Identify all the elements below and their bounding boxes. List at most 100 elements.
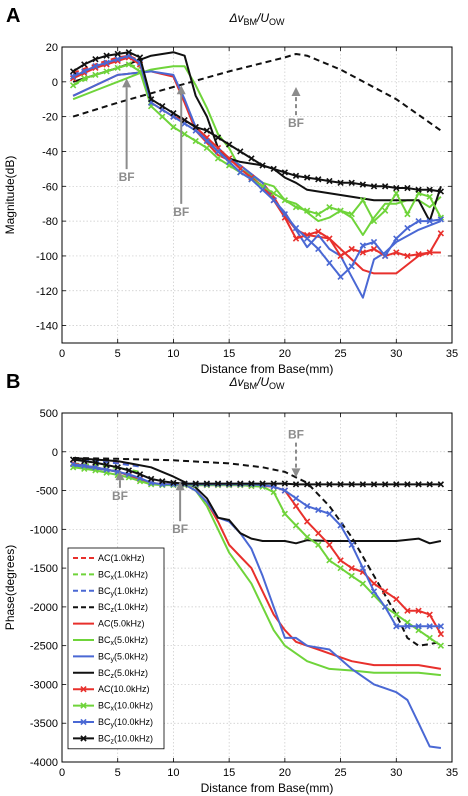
- series-line-BCx-10.0kHz: [72, 63, 442, 223]
- data-point-BCy-10.0kHz: [69, 461, 77, 468]
- bf-arrow-head: [291, 87, 301, 97]
- series-line-BCz-10.0kHz: [72, 51, 442, 193]
- series-line-BCz-10.0kHz: [72, 458, 441, 486]
- data-point-BCz-10.0kHz: [426, 481, 433, 488]
- data-point-BCz-10.0kHz: [214, 134, 222, 141]
- legend-label-tail: (5.0kHz): [114, 668, 148, 678]
- data-point-BCx-10.0kHz: [181, 130, 188, 138]
- y-tick-label: -3000: [30, 679, 58, 691]
- data-point-AC-10.0kHz: [303, 518, 311, 525]
- x-tick-label: 0: [59, 348, 65, 360]
- legend-label-subscript: x: [111, 706, 115, 713]
- data-point-BCz-10.0kHz: [181, 116, 188, 124]
- legend-label-subscript: y: [111, 656, 115, 663]
- data-point-AC-10.0kHz: [292, 502, 300, 510]
- data-point-BCy-10.0kHz: [359, 242, 367, 249]
- bf-label: BF: [173, 205, 189, 219]
- data-point-BCz-10.0kHz: [315, 481, 322, 488]
- legend-label-subscript: z: [111, 738, 115, 745]
- data-point-BCz-10.0kHz: [281, 169, 289, 176]
- data-point-BCz-10.0kHz: [214, 480, 222, 487]
- legend-entry: BCx(10.0kHz): [98, 701, 153, 713]
- legend-label-base: BC: [98, 569, 111, 579]
- legend-entry: BCx(5.0kHz): [98, 635, 148, 647]
- legend-label-tail: (10.0kHz): [114, 701, 153, 711]
- data-point-BCz-10.0kHz: [103, 52, 110, 59]
- data-point-BCz-10.0kHz: [92, 56, 99, 63]
- data-point-BCz-10.0kHz: [315, 176, 322, 183]
- data-point-BCz-10.0kHz: [147, 96, 155, 103]
- legend-label-tail: (1.0kHz): [114, 586, 148, 596]
- data-point-BCy-10.0kHz: [248, 176, 255, 183]
- data-point-BCy-10.0kHz: [103, 59, 110, 66]
- legend-label-base: BC: [98, 733, 111, 743]
- title-subscript: OW: [269, 381, 285, 391]
- data-point-BCx-10.0kHz: [92, 71, 99, 79]
- x-tick-label: 30: [390, 767, 402, 779]
- data-point-BCx-10.0kHz: [114, 64, 121, 72]
- y-tick-label: -1000: [30, 524, 58, 536]
- legend-marker: [80, 735, 87, 742]
- data-point-BCz-10.0kHz: [237, 148, 244, 155]
- bf-arrow-head: [291, 468, 301, 478]
- data-point-BCz-10.0kHz: [426, 186, 433, 193]
- data-point-BCz-10.0kHz: [359, 181, 367, 188]
- x-tick-label: 35: [446, 767, 458, 779]
- data-point-BCy-10.0kHz: [270, 197, 277, 204]
- data-point-BCx-10.0kHz: [281, 510, 289, 517]
- data-point-BCy-10.0kHz: [303, 502, 311, 510]
- data-point-AC-10.0kHz: [315, 530, 322, 537]
- plot-frame: [61, 412, 453, 763]
- data-point-BCy-10.0kHz: [103, 466, 110, 473]
- data-point-BCx-10.0kHz: [348, 210, 355, 218]
- data-point-AC-10.0kHz: [393, 249, 400, 256]
- series-line-BCx-5.0kHz: [72, 65, 442, 236]
- title-part: /U: [256, 375, 269, 389]
- legend-label-base: BC: [98, 635, 111, 645]
- data-point-BCx-10.0kHz: [315, 541, 322, 549]
- legend-label-tail: (5.0kHz): [114, 635, 148, 645]
- bf-arrow-head: [115, 471, 125, 481]
- x-tick-label: 5: [115, 767, 121, 779]
- plot-frame: [61, 46, 453, 344]
- data-point-BCx-10.0kHz: [270, 190, 277, 197]
- legend-label-base: BC: [98, 668, 111, 678]
- series-line-BCz-1.0kHz: [72, 53, 442, 132]
- legend-marker: [80, 686, 87, 693]
- data-point-BCz-10.0kHz: [359, 481, 367, 488]
- data-point-BCz-10.0kHz: [393, 184, 400, 192]
- legend-entry: AC(5.0kHz): [98, 619, 145, 629]
- data-point-BCy-10.0kHz: [225, 158, 233, 166]
- data-point-BCy-10.0kHz: [337, 522, 344, 529]
- data-point-BCy-10.0kHz: [281, 210, 289, 218]
- y-axis-label: Magnitude(dB): [3, 156, 17, 235]
- data-point-BCx-10.0kHz: [426, 193, 433, 200]
- x-tick-label: 0: [59, 767, 65, 779]
- data-point-BCz-10.0kHz: [225, 480, 233, 487]
- data-point-BCz-10.0kHz: [170, 109, 177, 117]
- data-point-BCy-10.0kHz: [337, 273, 344, 281]
- legend-entry: BCy(10.0kHz): [98, 717, 153, 729]
- data-point-BCz-10.0kHz: [270, 480, 277, 487]
- y-tick-label: -4000: [30, 757, 58, 769]
- legend-label-subscript: y: [111, 591, 115, 598]
- legend-label-base: BC: [98, 651, 111, 661]
- data-point-BCx-10.0kHz: [337, 207, 344, 214]
- x-tick-label: 20: [279, 767, 291, 779]
- data-point-BCz-10.0kHz: [337, 481, 344, 488]
- data-point-BCx-10.0kHz: [437, 642, 445, 649]
- data-point-BCx-10.0kHz: [404, 210, 411, 218]
- series-line-BCz-5.0kHz: [73, 457, 442, 545]
- data-point-AC-10.0kHz: [404, 607, 411, 614]
- x-tick-label: 10: [167, 767, 179, 779]
- panel-letter: A: [6, 5, 20, 27]
- chart-title: ΔvBM/UOW: [228, 11, 285, 27]
- x-tick-label: 25: [334, 767, 346, 779]
- data-point-BCz-10.0kHz: [170, 479, 177, 486]
- series-line-BCx-10.0kHz: [72, 466, 442, 647]
- data-point-BCz-10.0kHz: [237, 480, 244, 487]
- legend-entry: BCx(1.0kHz): [98, 569, 148, 581]
- data-point-BCz-10.0kHz: [404, 184, 411, 192]
- data-point-AC-10.0kHz: [292, 235, 300, 242]
- bf-label: BF: [288, 116, 304, 130]
